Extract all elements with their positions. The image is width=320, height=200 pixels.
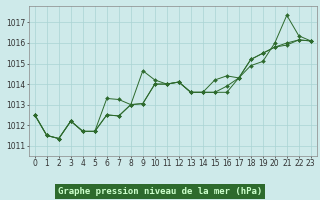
Text: Graphe pression niveau de la mer (hPa): Graphe pression niveau de la mer (hPa)	[58, 187, 262, 196]
